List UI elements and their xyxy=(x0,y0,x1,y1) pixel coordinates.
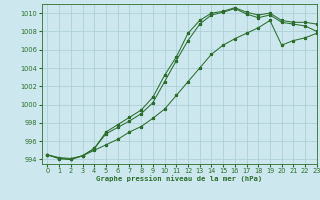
X-axis label: Graphe pression niveau de la mer (hPa): Graphe pression niveau de la mer (hPa) xyxy=(96,176,262,182)
